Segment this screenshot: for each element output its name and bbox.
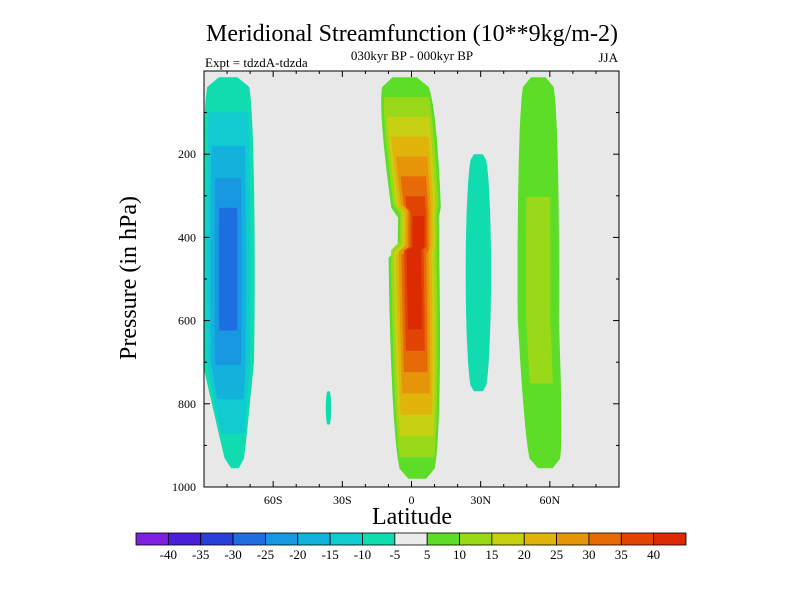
colorbar-label: -35 [192,547,209,562]
colorbar-swatch [394,532,428,546]
colorbar-swatch [362,532,396,546]
y-tick-label: 400 [178,230,196,244]
colorbar-label: 25 [550,547,563,562]
colorbar-label: -5 [389,547,400,562]
colorbar-swatch [167,532,202,546]
tropical-positive-cell-level-40.1 [406,216,425,330]
colorbar-swatch [426,532,460,546]
colorbar-label: -30 [224,547,241,562]
small-negative-blob-level-neg5.1 [325,391,332,425]
colorbar-label: -25 [257,547,274,562]
nh-positive-cell-level-10.1 [526,197,553,384]
chart-title: Meridional Streamfunction (10**9kg/m-2) [206,21,618,47]
subtropical-negative-cell-level-neg5.1 [465,154,491,392]
colorbar-swatch [556,532,590,546]
x-axis-label: Latitude [372,504,452,530]
contour-fills [204,77,562,479]
y-tick-label: 600 [178,314,196,328]
season-label: JJA [598,50,618,65]
colorbar-swatch [135,532,169,546]
colorbar-label: -15 [321,547,338,562]
colorbar-label: -40 [160,547,177,562]
colorbar-swatch [523,532,557,546]
x-tick-label: 30N [470,493,491,507]
x-tick-label: 0 [409,493,415,507]
axis-ticks [204,71,619,487]
colorbar-label: 15 [485,547,498,562]
colorbar-swatch [653,532,687,546]
x-tick-label: 60S [264,493,283,507]
colorbar [135,532,687,546]
colorbar-swatch [232,532,266,546]
colorbar-label: 10 [453,547,466,562]
y-tick-label: 200 [178,147,196,161]
y-axis-label: Pressure (in hPa) [116,196,142,360]
colorbar-swatch [491,532,525,546]
colorbar-label: 30 [582,547,595,562]
sh-negative-cell-level-neg25.1 [219,207,238,331]
colorbar-label: 40 [647,547,660,562]
colorbar-swatch [620,532,655,546]
colorbar-swatch [297,532,331,546]
colorbar-swatch [265,532,299,546]
x-tick-label: 30S [333,493,352,507]
x-tick-label: 60N [539,493,560,507]
colorbar-swatch [200,532,234,546]
y-tick-label: 800 [178,397,196,411]
colorbar-label: 5 [424,547,431,562]
colorbar-label: 35 [615,547,628,562]
x-tick-labels: 60S 30S 0 30N 60N [264,493,561,507]
colorbar-label: -20 [289,547,306,562]
y-tick-labels: 200 400 600 800 1000 [172,147,196,494]
colorbar-swatch [329,532,363,546]
colorbar-swatch [459,532,493,546]
colorbar-label: 20 [518,547,531,562]
colorbar-label: -10 [354,547,371,562]
experiment-label: Expt = tdzdA-tdzda [205,55,308,70]
colorbar-swatch [588,532,622,546]
colorbar-labels: -40 -35 -30 -25 -20 -15 -10 -5 5 10 15 20 25 30 35 40 [160,547,660,562]
y-tick-label: 1000 [172,480,196,494]
chart-subtitle: 030kyr BP - 000kyr BP [351,48,473,63]
